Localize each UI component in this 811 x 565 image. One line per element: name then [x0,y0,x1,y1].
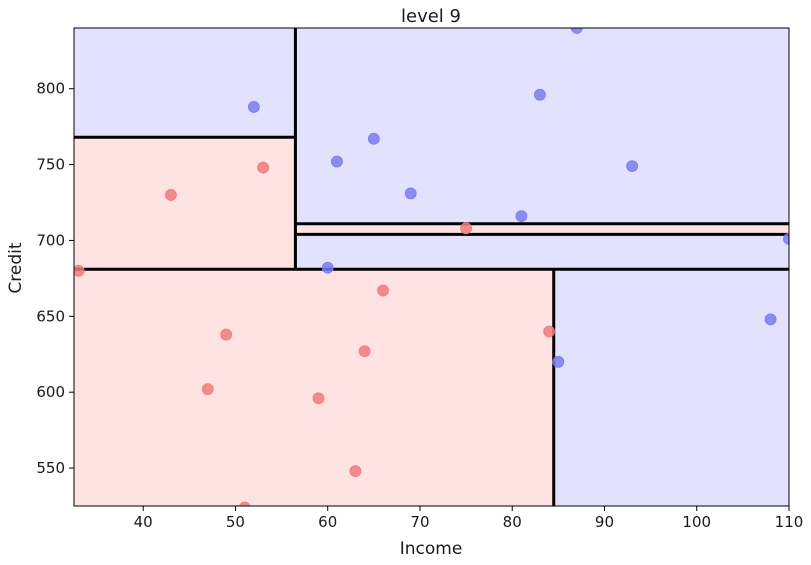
point-blue-7 [515,210,528,223]
point-blue-11 [552,355,565,368]
point-red-11 [543,325,556,338]
y-tick-label: 750 [36,156,65,174]
point-red-3 [460,222,472,235]
y-tick-label: 700 [36,231,65,249]
point-red-2 [257,161,270,174]
region-blue-6 [553,269,789,506]
point-blue-5 [570,28,583,34]
point-red-7 [201,383,214,396]
x-tick-label: 90 [595,513,614,531]
point-red-9 [349,465,362,477]
point-blue-8 [321,261,334,274]
point-red-8 [312,392,325,405]
region-red-5 [74,269,554,506]
point-red-5 [220,328,233,341]
plot-frame [73,27,790,507]
point-red-6 [358,345,371,358]
region-blue-2 [295,28,789,224]
point-blue-4 [534,88,546,101]
y-tick-label: 650 [36,307,65,325]
y-axis-label: Credit [6,242,26,293]
point-blue-2 [367,132,380,145]
x-tick-label: 70 [410,513,429,531]
x-tick-label: 60 [318,513,337,531]
y-tick-label: 550 [36,459,65,477]
x-tick-label: 40 [134,513,153,531]
point-red-1 [164,189,177,201]
x-axis-ticks: 40 50 60 70 80 90 100 110 [134,506,804,531]
region-red-3 [295,223,789,235]
point-blue-6 [626,160,639,172]
region-red-1 [74,137,296,270]
point-red-0 [74,264,85,277]
point-blue-0 [248,101,260,113]
x-tick-label: 50 [226,513,245,531]
region-blue-0 [74,28,296,138]
x-axis-label: Income [400,539,463,559]
point-blue-1 [331,155,343,168]
x-tick-label: 110 [775,513,804,531]
data-points [74,28,789,506]
point-blue-3 [404,187,417,200]
point-red-10 [238,501,251,506]
x-tick-label: 100 [682,513,711,531]
decision-regions [74,28,789,506]
point-red-4 [377,284,389,297]
y-tick-label: 600 [36,383,65,401]
point-blue-10 [764,313,777,326]
split-lines [74,28,789,506]
y-tick-label: 800 [36,80,65,98]
y-axis-ticks: 550 600 650 700 750 800 [36,80,74,477]
point-blue-9 [783,233,789,245]
chart-title: level 9 [401,6,461,27]
x-tick-label: 80 [503,513,522,531]
region-blue-4 [295,234,789,270]
